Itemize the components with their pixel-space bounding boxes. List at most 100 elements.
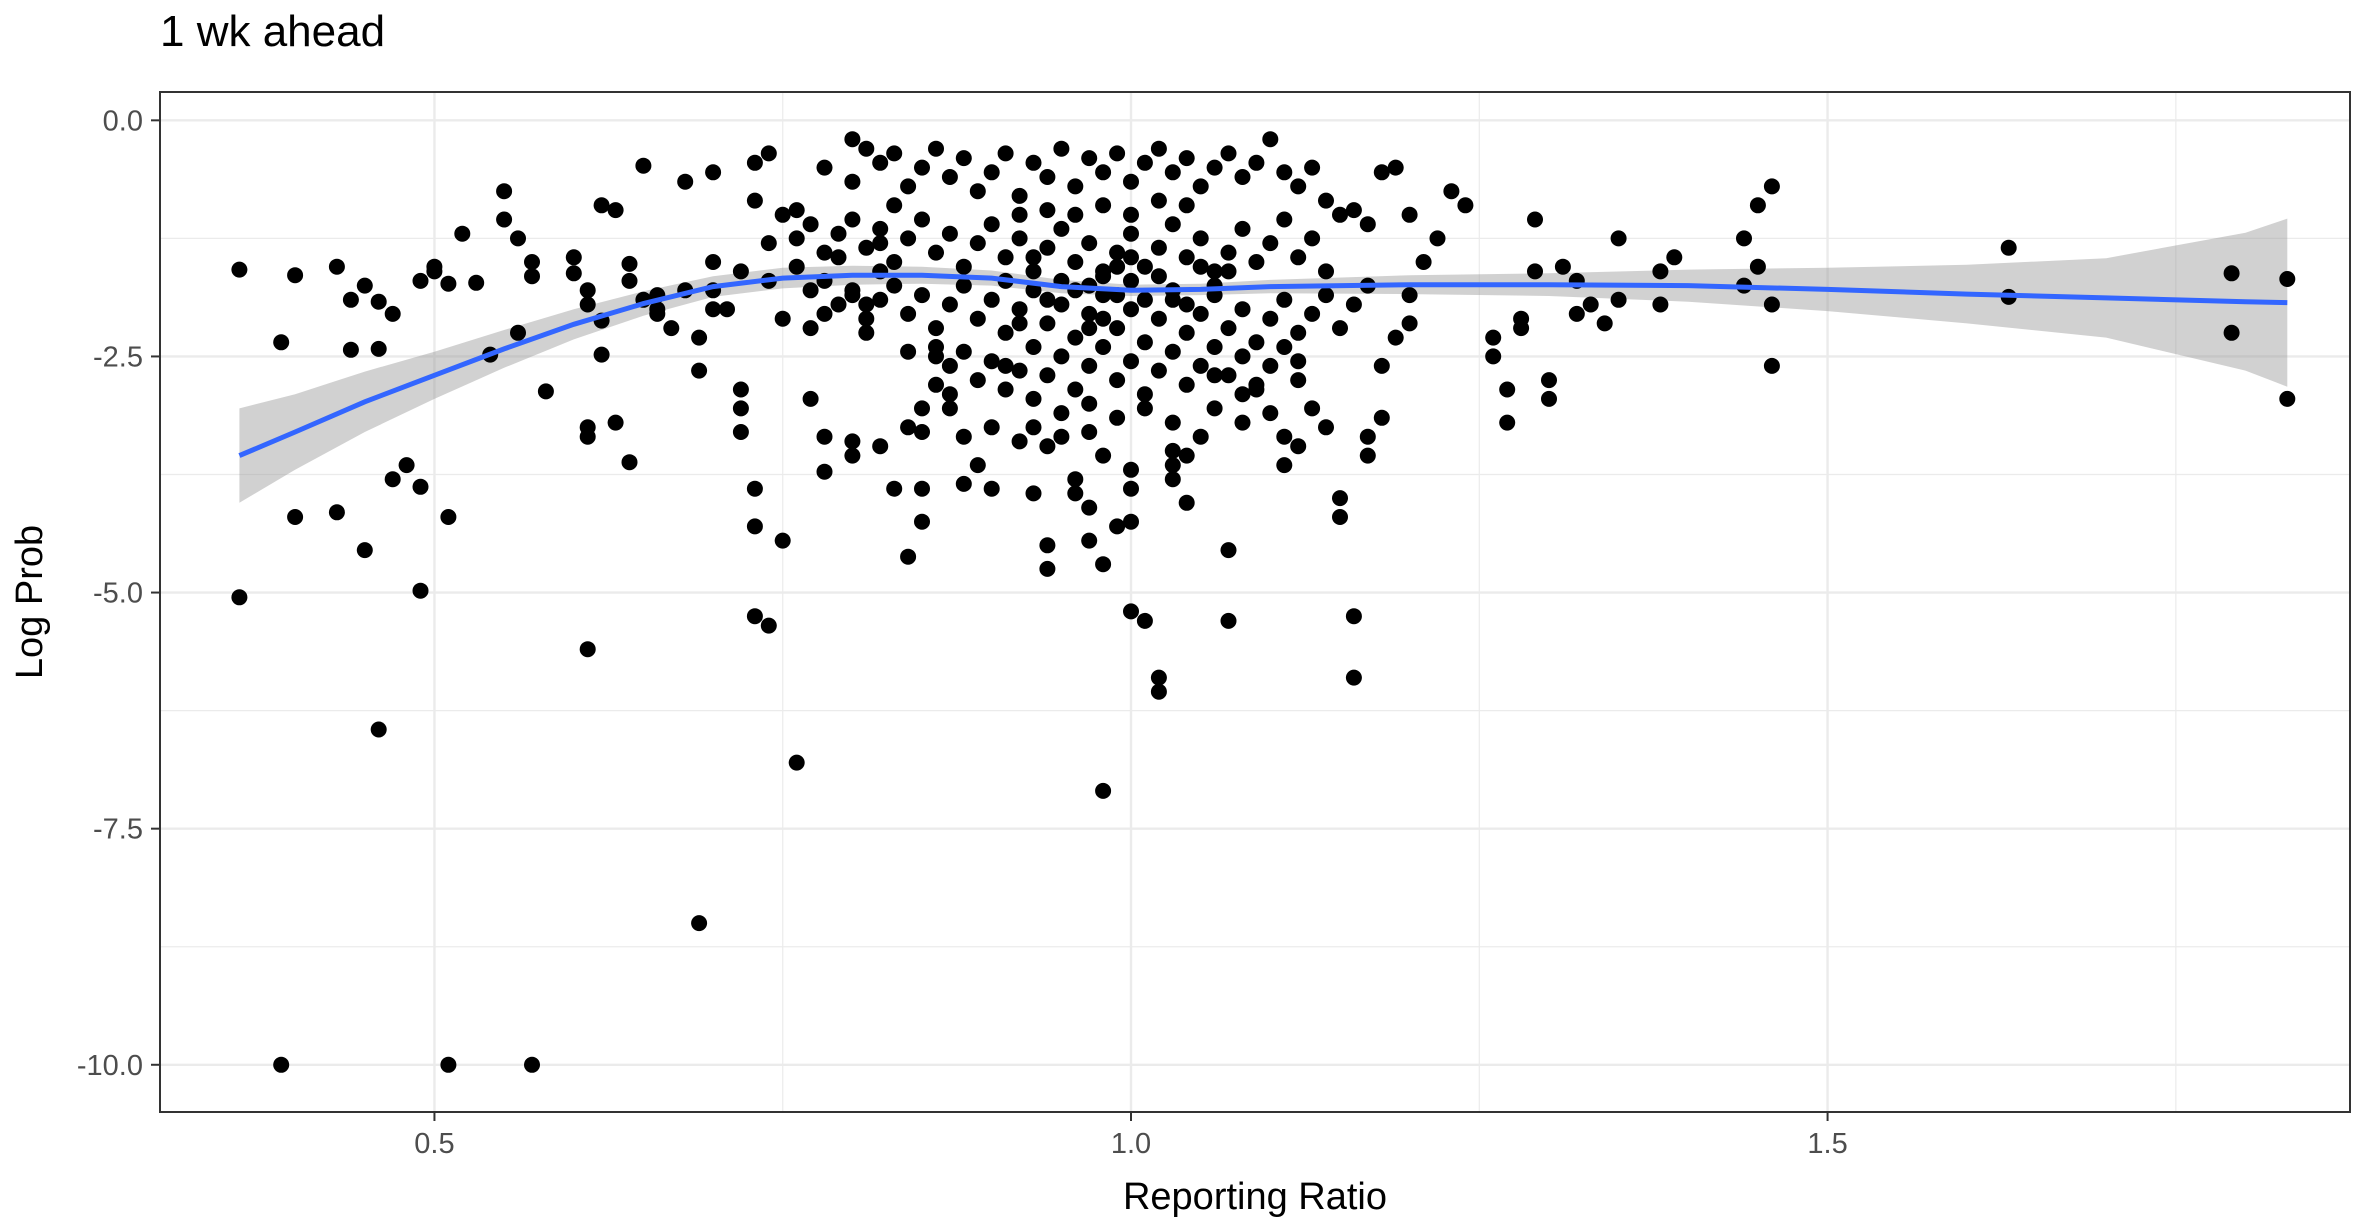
x-tick-label: 1.0 [1111,1128,1151,1160]
data-point [1136,291,1153,308]
data-point [621,454,638,471]
data-point [663,320,680,337]
data-point [928,320,944,337]
y-tick-label: 0.0 [103,105,143,137]
data-point [1499,414,1516,431]
data-point [370,293,387,310]
data-point [914,513,930,530]
data-point [1192,357,1209,374]
data-point [1262,357,1279,374]
data-point [1109,258,1126,275]
data-point [454,225,471,242]
data-point [1136,154,1153,171]
data-point [941,386,958,403]
data-point [1164,471,1181,488]
data-point [691,915,708,932]
data-point [914,480,930,497]
data-point [1262,131,1279,148]
data-point [997,324,1014,341]
data-point [1332,509,1348,525]
data-point [1610,291,1627,308]
data-point [1011,301,1028,318]
data-point [342,291,359,308]
data-point [1011,362,1028,379]
data-point [1582,296,1599,313]
data-point [231,589,248,606]
data-point [691,362,708,379]
data-point [1150,362,1167,379]
data-point [900,305,917,322]
data-point [440,509,457,525]
data-point [746,192,763,209]
data-point [997,357,1014,374]
data-point [1220,244,1237,261]
data-point [830,225,847,242]
data-point [732,381,749,398]
chart-title: 1 wk ahead [160,7,385,56]
data-point [1095,782,1112,799]
data-point [732,400,749,417]
data-point [1332,320,1348,337]
data-point [941,225,958,242]
data-point [955,277,972,294]
data-point [858,324,875,341]
y-axis: 0.0 -2.5 -5.0 -7.5 -10.0 [77,105,160,1082]
data-point [1387,329,1404,346]
data-point [1345,202,1362,219]
data-point [732,263,749,280]
data-point [398,457,415,474]
data-point [510,324,526,341]
data-point [1081,395,1098,412]
data-point [1736,230,1752,247]
data-point [1527,211,1543,228]
data-point [1039,169,1056,185]
data-point [816,305,833,322]
data-point [774,532,791,549]
data-point [955,428,972,445]
data-point [1039,291,1056,308]
data-point [1039,315,1056,332]
data-point [1206,400,1223,417]
data-point [1025,154,1042,171]
data-point [1248,154,1265,171]
data-point [691,329,708,346]
data-point [1095,310,1112,327]
data-point [537,383,554,400]
data-point [1290,178,1307,195]
data-point [760,617,777,634]
data-point [1039,560,1056,577]
data-point [1039,438,1056,455]
data-point [1081,235,1098,252]
data-point [496,183,513,200]
data-point [844,173,861,190]
data-point [1136,334,1153,351]
data-point [1123,461,1139,478]
data-point [1095,197,1112,214]
data-point [1206,263,1223,280]
data-point [1053,140,1070,157]
data-point [412,582,429,599]
data-point [914,211,930,228]
data-point [844,447,861,464]
data-point [1290,324,1307,341]
data-point [1318,192,1334,209]
data-point [1164,414,1181,431]
data-point [273,334,290,351]
data-point [1443,183,1460,200]
data-point [886,197,903,214]
data-point [802,216,819,233]
data-point [1109,409,1126,426]
data-point [1192,305,1209,322]
data-point [1206,159,1223,176]
data-point [2223,265,2240,282]
data-point [858,296,875,313]
data-point [579,419,596,436]
data-point [1345,608,1362,625]
data-point [997,145,1014,162]
data-point [1290,353,1307,370]
data-point [328,258,345,275]
data-point [760,145,777,162]
data-point [2223,324,2240,341]
data-point [1123,603,1139,620]
data-point [524,268,540,285]
